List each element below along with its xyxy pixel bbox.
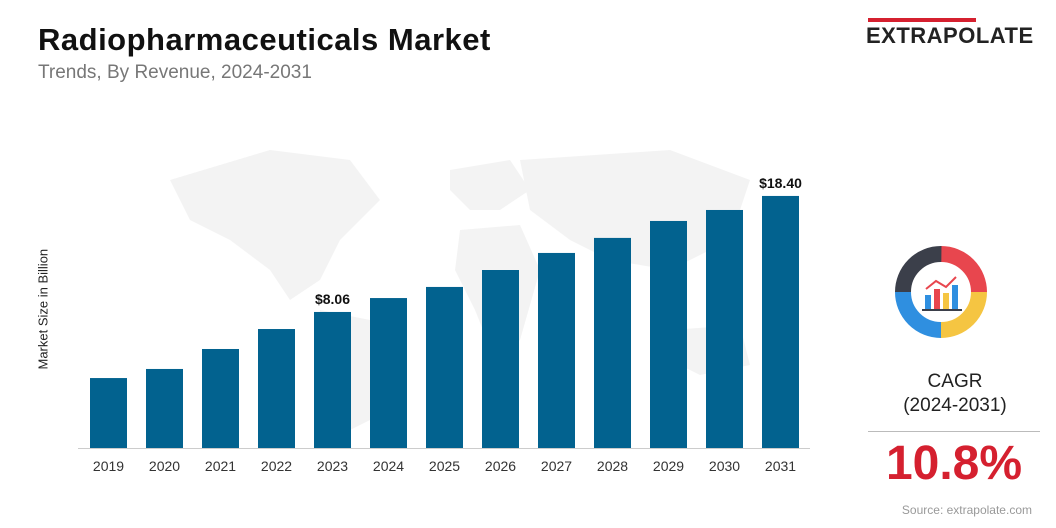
donut-chart-icon: [895, 246, 987, 338]
page-title: Radiopharmaceuticals Market: [38, 22, 491, 57]
bar-2026: [482, 270, 519, 448]
x-tick-label: 2025: [429, 458, 460, 474]
bar-2020: [146, 368, 183, 448]
data-label: $18.40: [759, 175, 802, 191]
x-tick-label: 2021: [205, 458, 236, 474]
bar-2022: [258, 329, 295, 448]
x-tick-label: 2031: [765, 458, 796, 474]
bar-2025: [426, 286, 463, 448]
bar-2029: [650, 220, 687, 448]
bar-2024: [370, 298, 407, 448]
bar-2019: [90, 378, 127, 448]
data-label: $8.06: [315, 291, 350, 307]
bar-2023: [314, 311, 351, 448]
extrapolate-logo: EXTRAPOLATE: [866, 18, 1038, 49]
cagr-value: 10.8%: [885, 437, 1023, 490]
logo-text: EXTRAPOLATE: [866, 23, 1034, 48]
x-tick-label: 2027: [541, 458, 572, 474]
x-tick-label: 2026: [485, 458, 516, 474]
bar-2021: [202, 348, 239, 448]
x-tick-label: 2019: [93, 458, 124, 474]
x-tick-label: 2023: [317, 458, 348, 474]
bar-2030: [706, 209, 743, 448]
bar-2028: [594, 237, 631, 448]
bar-2027: [538, 252, 575, 448]
page-subtitle: Trends, By Revenue, 2024-2031: [38, 62, 312, 83]
x-tick-label: 2030: [709, 458, 740, 474]
x-tick-label: 2029: [653, 458, 684, 474]
x-tick-label: 2020: [149, 458, 180, 474]
x-tick-label: 2028: [597, 458, 628, 474]
source-text: Source: extrapolate.com: [901, 503, 1032, 517]
cagr-period: (2024-2031): [903, 395, 1007, 416]
bar-2031: [762, 195, 799, 448]
x-tick-label: 2024: [373, 458, 404, 474]
cagr-block: CAGR (2024-2031): [870, 370, 1040, 418]
x-tick-label: 2022: [261, 458, 292, 474]
cagr-label: CAGR: [927, 371, 983, 392]
divider: [868, 431, 1040, 432]
logo-bar: [868, 18, 976, 22]
